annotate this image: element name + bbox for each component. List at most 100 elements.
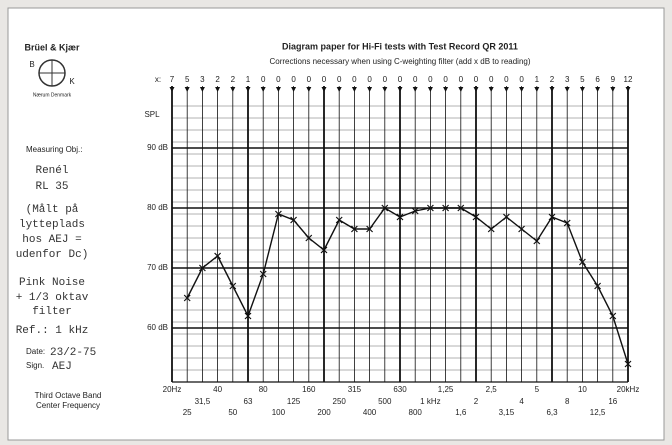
correction-arrow (443, 87, 449, 92)
correction-arrow (321, 87, 327, 92)
data-point (578, 258, 586, 266)
correction-arrow (519, 87, 525, 92)
correction-arrow (351, 87, 357, 92)
signal: Pink Noise (19, 277, 85, 289)
data-point (548, 213, 556, 221)
data-point (609, 312, 617, 320)
x-tick-label: 80 (259, 385, 268, 394)
correction: 0 (474, 75, 479, 84)
x-tick-label: 16 (608, 397, 617, 406)
x-tick-label: 1,6 (455, 408, 467, 417)
correction-arrow (488, 87, 494, 92)
data-point (183, 294, 191, 302)
correction-arrow (184, 87, 190, 92)
correction: 6 (595, 75, 600, 84)
data-point (366, 225, 374, 233)
chart-subtitle: Corrections necessary when using C-weigh… (269, 57, 530, 66)
data-point (290, 216, 298, 224)
correction: 2 (215, 75, 220, 84)
data-point (320, 246, 328, 254)
data-point (244, 312, 252, 320)
correction-arrow (595, 87, 601, 92)
correction-arrow (473, 87, 479, 92)
x-tick-label: 250 (333, 397, 347, 406)
correction: 0 (307, 75, 312, 84)
measuring-label: Measuring Obj.: (26, 145, 82, 154)
data-point (274, 210, 282, 218)
x-tick-label: 25 (183, 408, 192, 417)
date: 23/2-75 (50, 347, 96, 359)
correction-arrow (306, 87, 312, 92)
correction-arrow (169, 87, 175, 92)
data-point (442, 204, 450, 212)
response-line (186, 207, 629, 365)
chart-title: Diagram paper for Hi-Fi tests with Test … (282, 41, 518, 51)
correction-arrow (382, 87, 388, 92)
data-point (305, 234, 313, 242)
ref: Ref.: 1 kHz (16, 325, 89, 337)
x-tick-label: 8 (565, 397, 570, 406)
x-tick-label: 6,3 (546, 408, 558, 417)
data-point (487, 225, 495, 233)
x-tick-label: 31,5 (195, 397, 211, 406)
x-tick-label: 3,15 (499, 408, 515, 417)
x-tick-label: 40 (213, 385, 222, 394)
correction: 5 (580, 75, 585, 84)
data-point (472, 213, 480, 221)
x-tick-label: 2,5 (486, 385, 498, 394)
x-tick-label: 50 (228, 408, 237, 417)
x-tick-label: 100 (272, 408, 286, 417)
x-tick-label: 10 (578, 385, 587, 394)
x-tick-label: 2 (474, 397, 479, 406)
correction: 0 (519, 75, 524, 84)
correction: 0 (367, 75, 372, 84)
x-tick-label: 500 (378, 397, 392, 406)
x-tick-label: 12,5 (590, 408, 606, 417)
correction-arrow (625, 87, 631, 92)
correction: 12 (624, 75, 633, 84)
correction: 0 (504, 75, 509, 84)
data-point (563, 219, 571, 227)
x-tick-label: 160 (302, 385, 316, 394)
x-tick-label: 4 (519, 397, 524, 406)
correction-arrow (367, 87, 373, 92)
sign-label: Sign. (26, 361, 44, 370)
logo-letter: B (29, 60, 34, 69)
correction: 2 (231, 75, 236, 84)
x-tick-label: 20kHz (617, 385, 640, 394)
data-point (426, 204, 434, 212)
correction: 0 (428, 75, 433, 84)
data-point (198, 264, 206, 272)
paper (7, 7, 665, 441)
correction: 0 (352, 75, 357, 84)
x-tick-label: 125 (287, 397, 301, 406)
data-point (411, 207, 419, 215)
correction: 0 (337, 75, 342, 84)
correction: 1 (246, 75, 251, 84)
data-point (594, 282, 602, 290)
axis-caption: Third Octave Band (35, 391, 102, 400)
data-point (229, 282, 237, 290)
correction-arrow (579, 87, 585, 92)
correction: 0 (383, 75, 388, 84)
object: Renél (35, 165, 68, 177)
correction: 0 (276, 75, 281, 84)
object: RL 35 (35, 181, 68, 193)
correction: 0 (291, 75, 296, 84)
correction: 0 (261, 75, 266, 84)
signal: + 1/3 oktav (16, 292, 89, 304)
data-point (350, 225, 358, 233)
correction: 1 (535, 75, 540, 84)
note: hos AEJ = (22, 234, 81, 246)
x-tick-label: 1 kHz (420, 397, 440, 406)
data-point (518, 225, 526, 233)
x-tick-label: 5 (535, 385, 540, 394)
data-point (457, 204, 465, 212)
correction-arrow (245, 87, 251, 92)
signal: filter (32, 306, 72, 318)
correction-arrow (427, 87, 433, 92)
correction-arrow (610, 87, 616, 92)
x-tick-label: 200 (317, 408, 331, 417)
axis-caption: Center Frequency (36, 401, 100, 410)
